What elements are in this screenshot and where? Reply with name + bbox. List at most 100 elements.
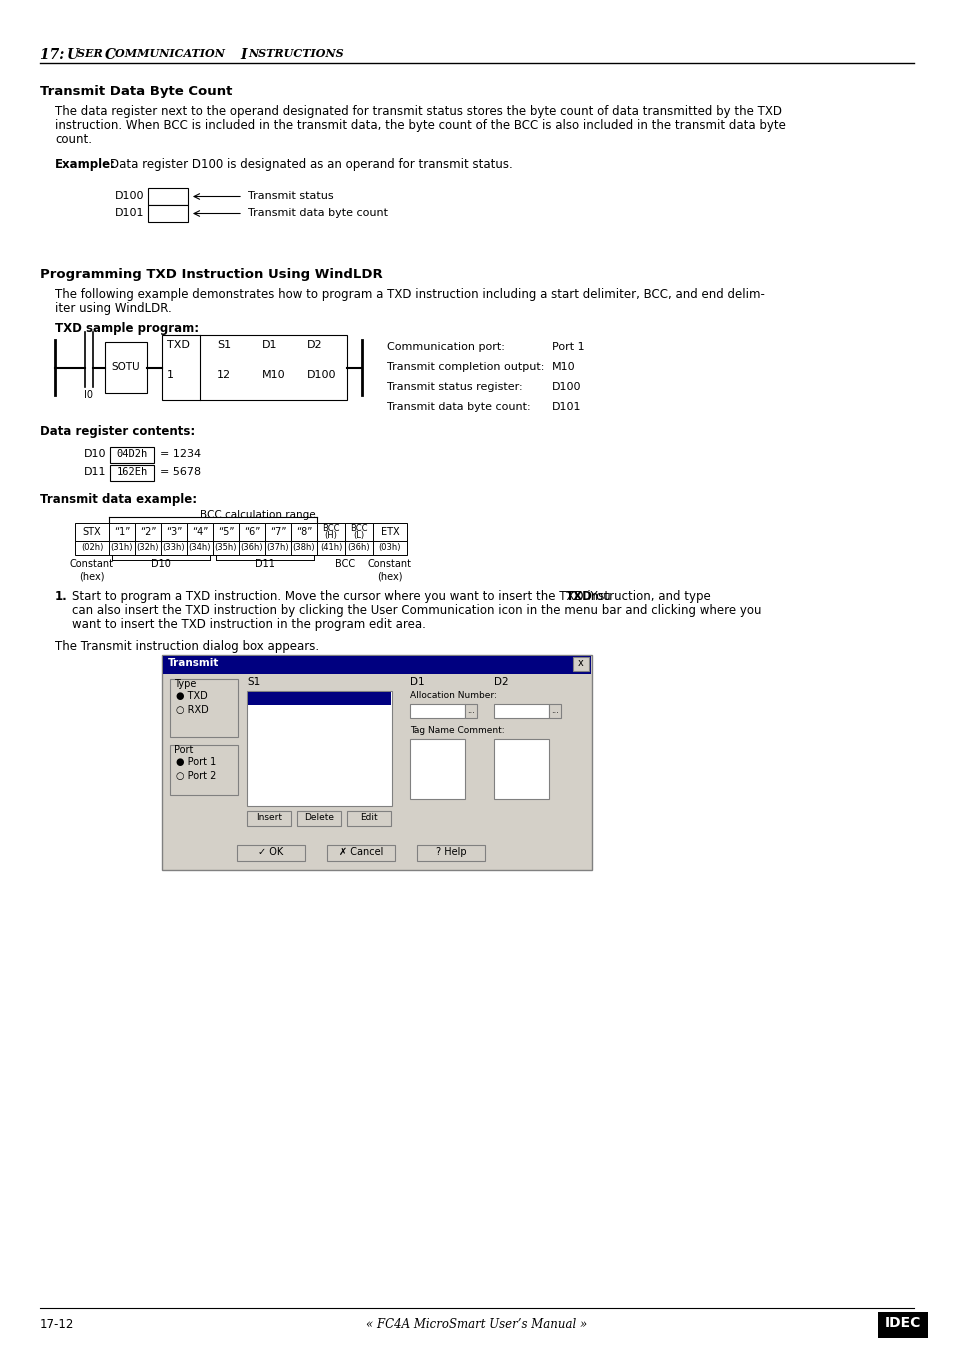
Text: Insert: Insert: [255, 813, 282, 821]
Bar: [373, 523, 407, 540]
Text: S1: S1: [216, 340, 231, 350]
Text: D10: D10: [84, 449, 106, 459]
Text: M10: M10: [262, 370, 285, 381]
Text: 17:: 17:: [40, 49, 70, 62]
Text: U: U: [67, 49, 79, 62]
Bar: [347, 811, 391, 825]
Text: = 1234: = 1234: [160, 449, 201, 459]
Text: ○ RXD: ○ RXD: [175, 705, 209, 715]
Text: (31h): (31h): [111, 543, 133, 553]
Bar: [345, 540, 373, 555]
Text: ? Help: ? Help: [436, 847, 466, 857]
Bar: [867, 1312, 877, 1337]
Text: (03h): (03h): [378, 543, 401, 553]
Text: x: x: [578, 658, 583, 667]
Text: = 5678: = 5678: [160, 467, 201, 477]
Bar: [494, 739, 548, 798]
Text: (38h): (38h): [293, 543, 315, 553]
Bar: [187, 523, 213, 540]
Text: ● Port 1: ● Port 1: [175, 757, 216, 767]
Text: The data register next to the operand designated for transmit status stores the : The data register next to the operand de…: [55, 105, 781, 118]
Text: D11: D11: [254, 559, 274, 569]
Bar: [316, 523, 345, 540]
Text: D101: D101: [114, 208, 144, 218]
Text: (37h): (37h): [267, 543, 289, 553]
Text: “3”: “3”: [166, 527, 182, 536]
Text: D2: D2: [307, 340, 322, 350]
Bar: [187, 540, 213, 555]
Text: iter using WindLDR.: iter using WindLDR.: [55, 303, 172, 315]
Text: ● TXD: ● TXD: [175, 690, 208, 701]
Text: (36h): (36h): [240, 543, 263, 553]
Text: Transmit data byte count:: Transmit data byte count:: [387, 403, 530, 412]
Bar: [135, 540, 161, 555]
Text: ...: ...: [467, 707, 475, 715]
Bar: [75, 523, 109, 540]
Text: Example:: Example:: [55, 158, 116, 172]
Text: C: C: [105, 49, 116, 62]
Bar: [148, 205, 188, 222]
Bar: [548, 704, 560, 717]
Text: (02h): (02h): [81, 543, 103, 553]
Text: can also insert the TXD instruction by clicking the User Communication icon in t: can also insert the TXD instruction by c…: [71, 604, 760, 617]
Bar: [161, 523, 187, 540]
Text: TXD: TXD: [566, 590, 593, 603]
Text: D100: D100: [307, 370, 336, 381]
Text: I: I: [240, 49, 246, 62]
Bar: [327, 844, 395, 861]
Text: (L): (L): [353, 531, 364, 540]
Text: D100: D100: [114, 190, 144, 201]
Text: OMMUNICATION: OMMUNICATION: [115, 49, 229, 59]
Bar: [316, 540, 345, 555]
Text: (34h): (34h): [189, 543, 211, 553]
Text: ✗ Cancel: ✗ Cancel: [338, 847, 383, 857]
Text: “7”: “7”: [270, 527, 286, 536]
Bar: [109, 540, 135, 555]
Text: . You: . You: [582, 590, 610, 603]
Text: SOTU: SOTU: [112, 362, 140, 373]
Text: S1: S1: [247, 677, 260, 688]
Bar: [110, 465, 153, 481]
Text: Type: Type: [173, 680, 196, 689]
Text: want to insert the TXD instruction in the program edit area.: want to insert the TXD instruction in th…: [71, 617, 425, 631]
Text: BCC: BCC: [335, 559, 355, 569]
Bar: [573, 657, 588, 671]
Text: “8”: “8”: [295, 527, 312, 536]
Bar: [135, 523, 161, 540]
Text: Constant
(hex): Constant (hex): [368, 559, 412, 581]
Text: SER: SER: [77, 49, 107, 59]
Bar: [170, 680, 237, 738]
Text: Transmit status: Transmit status: [248, 190, 334, 201]
Text: (H): (H): [324, 531, 337, 540]
Text: “4”: “4”: [192, 527, 208, 536]
Bar: [239, 523, 265, 540]
Bar: [247, 811, 291, 825]
Text: Data register contents:: Data register contents:: [40, 426, 195, 438]
Bar: [170, 744, 237, 794]
Text: Constant
(hex): Constant (hex): [70, 559, 113, 581]
Text: 1: 1: [167, 370, 173, 381]
Bar: [291, 523, 316, 540]
Text: Transmit: Transmit: [168, 658, 219, 667]
Bar: [162, 655, 592, 870]
Bar: [75, 540, 109, 555]
Text: “2”: “2”: [139, 527, 156, 536]
Text: Transmit data byte count: Transmit data byte count: [248, 208, 388, 218]
Bar: [213, 540, 239, 555]
Bar: [265, 540, 291, 555]
Text: count.: count.: [55, 132, 91, 146]
Text: (35h): (35h): [214, 543, 237, 553]
Text: Tag Name Comment:: Tag Name Comment:: [410, 725, 504, 735]
Text: BCC calculation range: BCC calculation range: [200, 509, 315, 520]
Bar: [296, 811, 340, 825]
Text: ETX: ETX: [380, 527, 399, 536]
Bar: [373, 540, 407, 555]
Text: BCC: BCC: [350, 524, 367, 534]
Bar: [464, 704, 476, 717]
Text: D10: D10: [151, 559, 171, 569]
Text: Communication port:: Communication port:: [387, 342, 504, 353]
Text: « FC4A MicroSmart User’s Manual »: « FC4A MicroSmart User’s Manual »: [366, 1319, 587, 1331]
Text: ...: ...: [551, 707, 558, 715]
Text: D100: D100: [552, 382, 581, 392]
Bar: [410, 704, 464, 717]
